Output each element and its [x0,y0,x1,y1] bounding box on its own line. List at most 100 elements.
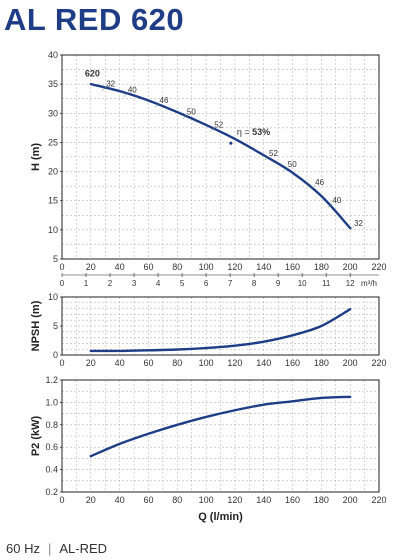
head-xtick-label: 140 [256,262,271,272]
footer-separator: | [47,541,52,556]
secondary-xtick-label: 2 [108,279,113,288]
power-xtick-label: 80 [172,495,182,505]
secondary-xtick-label: 11 [322,279,331,288]
head-xtick-label: 220 [371,262,386,272]
secondary-xtick-label: 10 [298,279,307,288]
efficiency-label: 32 [354,219,363,228]
head-xtick-label: 0 [59,262,64,272]
power-xtick-label: 220 [371,495,386,505]
footer: 60 Hz | AL-RED [6,541,107,556]
npsh-ytick-label: 0 [53,350,58,360]
secondary-xtick-label: 3 [132,279,137,288]
npsh-ylabel: NPSH (m) [30,300,42,351]
power-xtick-label: 180 [314,495,329,505]
secondary-xtick-label: 6 [204,279,209,288]
npsh-xtick-label: 220 [371,358,386,368]
head-xtick-label: 180 [314,262,329,272]
power-xtick-label: 60 [143,495,153,505]
curve-label: 620 [85,69,100,79]
power-xtick-label: 20 [86,495,96,505]
frequency-label: 60 Hz [6,541,40,556]
power-xtick-label: 0 [59,495,64,505]
npsh-xtick-label: 200 [343,358,358,368]
power-xtick-label: 160 [285,495,300,505]
power-ytick-label: 1.0 [45,397,58,407]
npsh-ytick-label: 5 [53,321,58,331]
model-label: AL-RED [59,541,108,556]
secondary-xtick-label: 9 [276,279,281,288]
efficiency-mark [210,127,215,132]
secondary-xtick-label: 12 [346,279,355,288]
head-frame [61,54,380,260]
head-ytick-label: 30 [48,108,58,118]
head-ytick-label: 15 [48,196,58,206]
npsh-xtick-label: 120 [227,358,242,368]
secondary-xtick-label: 8 [252,279,257,288]
power-xlabel: Q (l/min) [198,511,243,523]
npsh-ytick-label: 10 [48,292,58,302]
npsh-xtick-label: 100 [199,358,214,368]
best-efficiency-value: 53% [252,127,270,137]
secondary-xtick-label: 7 [228,279,233,288]
efficiency-label: 40 [128,85,137,94]
efficiency-mark [349,225,355,231]
power-frame [61,379,380,493]
power-xtick-label: 140 [256,495,271,505]
efficiency-label: 46 [160,96,169,105]
head-curve [89,82,352,230]
npsh-xtick-label: 160 [285,358,300,368]
power-ytick-label: 0.8 [45,420,58,430]
head-xtick-label: 20 [86,262,96,272]
power-ytick-label: 0.4 [45,465,58,475]
efficiency-mark [101,86,107,91]
head-ytick-label: 10 [48,225,58,235]
head-xtick-label: 120 [227,262,242,272]
efficiency-label: 50 [288,160,297,169]
power-ytick-label: 1.2 [45,375,58,385]
power-xtick-label: 100 [199,495,214,505]
head-ytick-label: 5 [53,254,58,264]
efficiency-label: 52 [269,149,278,158]
efficiency-label: 40 [332,196,341,205]
secondary-xtick-label: 4 [156,279,161,288]
npsh-xtick-label: 140 [256,358,271,368]
power-ylabel: P2 (kW) [30,415,42,456]
head-xtick-label: 200 [343,262,358,272]
secondary-xtick-label: 0 [60,279,65,288]
efficiency-mark [123,92,129,97]
npsh-xtick-label: 40 [115,358,125,368]
efficiency-label: 32 [106,80,115,89]
efficiency-mark [328,202,333,208]
chart-title: AL RED 620 [4,2,185,37]
secondary-xtick-label: 5 [180,279,185,288]
npsh-xtick-label: 60 [143,358,153,368]
head-xtick-label: 100 [199,262,214,272]
efficiency-mark [182,114,188,119]
efficiency-mark [283,166,289,172]
head-ytick-label: 20 [48,167,58,177]
secondary-xtick-label: 1 [84,279,89,288]
best-efficiency-prefix: η = [237,127,252,137]
efficiency-mark [155,102,160,108]
head-xtick-label: 60 [143,262,153,272]
npsh-xtick-label: 20 [86,358,96,368]
efficiency-mark [310,184,316,190]
head-xtick-label: 40 [115,262,125,272]
power-xtick-label: 40 [115,495,125,505]
head-ytick-label: 25 [48,137,58,147]
power-xtick-label: 120 [227,495,242,505]
npsh-xtick-label: 0 [59,358,64,368]
npsh-curve [89,307,352,353]
npsh-xtick-label: 80 [172,358,182,368]
head-ytick-label: 35 [48,79,58,89]
head-ylabel: H (m) [30,143,42,171]
efficiency-label: 50 [187,108,196,117]
efficiency-label: 52 [214,120,223,129]
power-ytick-label: 0.2 [45,487,58,497]
best-efficiency-point [229,141,233,145]
secondary-xaxis-unit: m³/h [361,279,377,288]
efficiency-label: 46 [315,178,324,187]
efficiency-mark [264,155,270,161]
head-xtick-label: 80 [172,262,182,272]
